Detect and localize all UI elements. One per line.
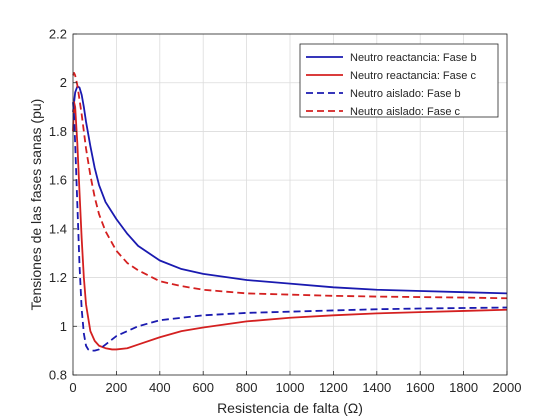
legend: Neutro reactancia: Fase b Neutro reactanc… [299, 43, 499, 118]
y-tick-label: 2 [60, 75, 67, 90]
legend-label-4: Neutro aislado: Fase c [350, 106, 461, 118]
x-tick-label: 1600 [406, 380, 435, 395]
legend-label-2: Neutro reactancia: Fase c [350, 70, 476, 82]
y-tick-label: 1.4 [49, 221, 67, 236]
x-tick-label: 200 [106, 380, 128, 395]
x-tick-label: 2000 [493, 380, 522, 395]
x-tick-label: 1400 [362, 380, 391, 395]
series-line-3 [72, 102, 508, 352]
series-line-2 [72, 101, 508, 351]
y-tick-label: 2.2 [49, 27, 67, 42]
x-tick-label: 1800 [449, 380, 478, 395]
x-tick-label: 0 [69, 380, 76, 395]
x-tick-label: 1200 [319, 380, 348, 395]
x-tick-label: 1000 [276, 380, 305, 395]
series-line-1 [72, 85, 508, 295]
y-tick-label: 0.8 [49, 368, 67, 383]
y-axis-label: Tensiones de las fases sanas (pu) [28, 99, 44, 311]
y-tick-label: 1.2 [49, 270, 67, 285]
y-tick-label: 1 [60, 319, 67, 334]
x-axis-label: Resistencia de falta (Ω) [217, 400, 363, 416]
series-layer [72, 72, 508, 352]
x-tick-label: 400 [149, 380, 171, 395]
legend-entries: Neutro reactancia: Fase b Neutro reactanc… [306, 52, 477, 118]
x-tick-label: 800 [236, 380, 258, 395]
y-tick-label: 1.8 [49, 124, 67, 139]
legend-label-3: Neutro aislado: Fase b [350, 88, 461, 100]
legend-label-1: Neutro reactancia: Fase b [350, 52, 477, 64]
x-tick-label: 600 [192, 380, 214, 395]
y-tick-label: 1.6 [49, 173, 67, 188]
ticks: 0 200 400 600 800 1000 1200 1400 1600 1800 2000 0.8… [49, 27, 522, 396]
